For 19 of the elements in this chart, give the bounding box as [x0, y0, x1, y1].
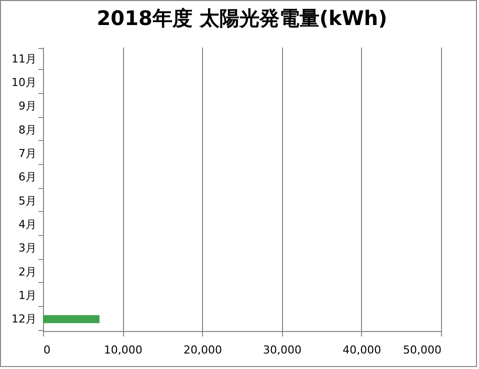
x-tick-label: 20,000	[183, 344, 222, 356]
y-tick-label: 7月	[18, 147, 36, 160]
y-tick-label: 2月	[18, 265, 36, 278]
y-tick-label: 8月	[18, 123, 36, 136]
y-tick-label: 9月	[18, 100, 36, 113]
y-tick-label: 10月	[12, 76, 36, 89]
x-tick-label: 10,000	[104, 344, 142, 356]
x-tick-label: 30,000	[263, 344, 302, 356]
y-tick-label: 12月	[12, 312, 36, 326]
x-tick-label: 40,000	[342, 344, 382, 356]
y-tick-label: 11月	[12, 52, 36, 66]
y-tick-label: 4月	[18, 218, 36, 231]
x-tick-label: 50,000	[403, 344, 442, 356]
y-tick-label: 5月	[18, 194, 36, 208]
chart-title: 2018年度 太陽光発電量(kWh)	[96, 6, 388, 30]
y-tick-label: 6月	[18, 170, 36, 184]
y-tick-label: 3月	[18, 242, 36, 255]
y-tick-label: 1月	[18, 289, 36, 302]
x-tick-label: 0	[44, 344, 50, 356]
